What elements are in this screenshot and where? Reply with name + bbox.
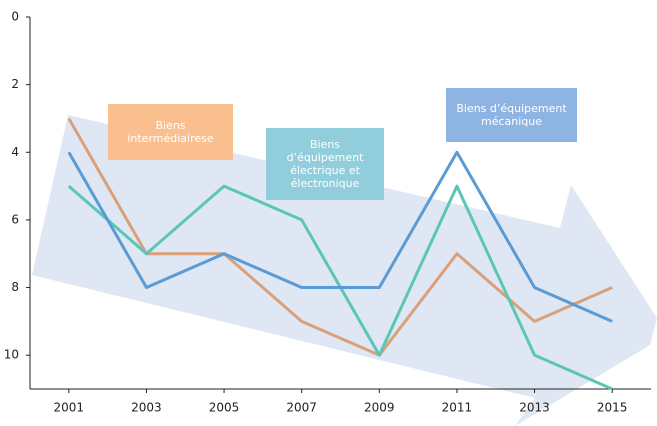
x-tick-label: 2011	[442, 401, 473, 415]
x-tick-label: 2007	[286, 401, 317, 415]
y-tick-label: 6	[11, 212, 19, 226]
legend-label: Biens d’équipement électrique et électro…	[286, 138, 364, 190]
legend-box: Biens d’équipement mécanique	[446, 88, 577, 142]
series-line	[67, 150, 613, 323]
x-tick-label: 2015	[597, 401, 628, 415]
legend-box: Biens intermédiairese	[108, 104, 233, 160]
legend-label: Biens d’équipement mécanique	[456, 102, 567, 128]
legend-label: Biens intermédiairese	[127, 119, 214, 145]
legend-box: Biens d’équipement électrique et électro…	[266, 128, 384, 200]
x-tick-label: 2003	[131, 401, 162, 415]
y-tick-label: 10	[4, 348, 19, 362]
y-tick-label: 8	[11, 280, 19, 294]
background-arrow	[32, 115, 657, 426]
x-tick-label: 2005	[209, 401, 240, 415]
x-tick-label: 2009	[364, 401, 395, 415]
y-tick-label: 2	[11, 77, 19, 91]
y-tick-label: 0	[11, 10, 19, 24]
y-tick-label: 4	[11, 145, 19, 159]
series-line	[67, 117, 613, 357]
x-tick-label: 2013	[519, 401, 550, 415]
x-tick-label: 2001	[54, 401, 85, 415]
